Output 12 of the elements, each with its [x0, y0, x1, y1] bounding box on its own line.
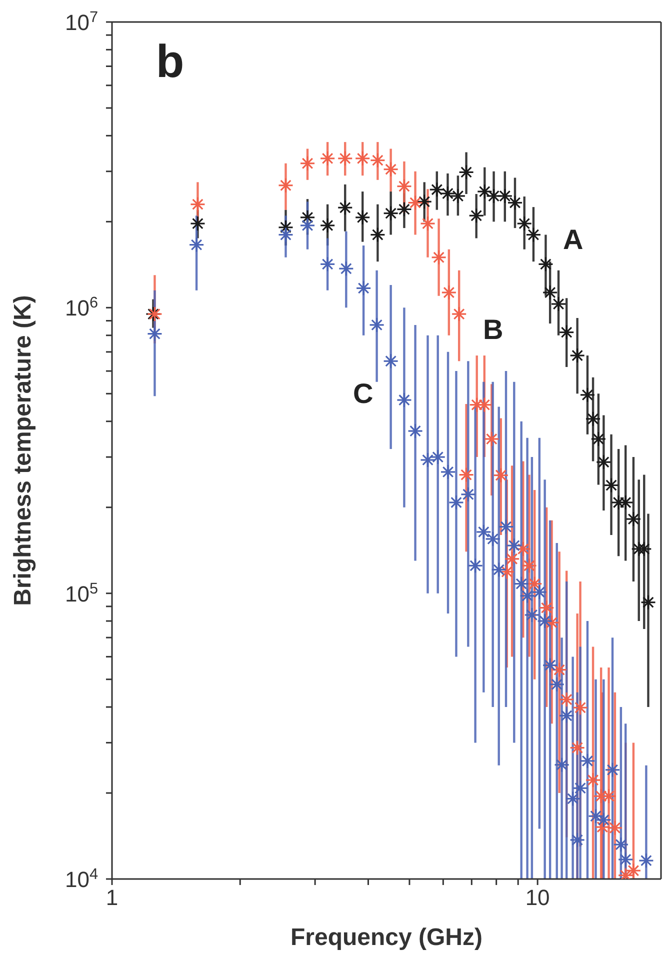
panel-letter: B: [483, 316, 504, 344]
y-tick-label: 10$^{7}$: [64, 8, 98, 35]
y-tick-label: 10$^{4}$: [64, 866, 98, 892]
x-tick-label: 1: [106, 885, 118, 910]
y-axis-title: Brightness temperature (K): [10, 295, 37, 606]
y-tick-label: 10$^{5}$: [64, 580, 98, 606]
y-tick-label: 10$^{6}$: [64, 294, 98, 321]
panel-letter: b: [156, 38, 184, 84]
panel-letter: A: [563, 226, 584, 254]
x-tick-label: 10: [525, 885, 550, 910]
x-axis-title: Frequency (GHz): [290, 924, 483, 951]
panel-letter: C: [353, 380, 374, 408]
